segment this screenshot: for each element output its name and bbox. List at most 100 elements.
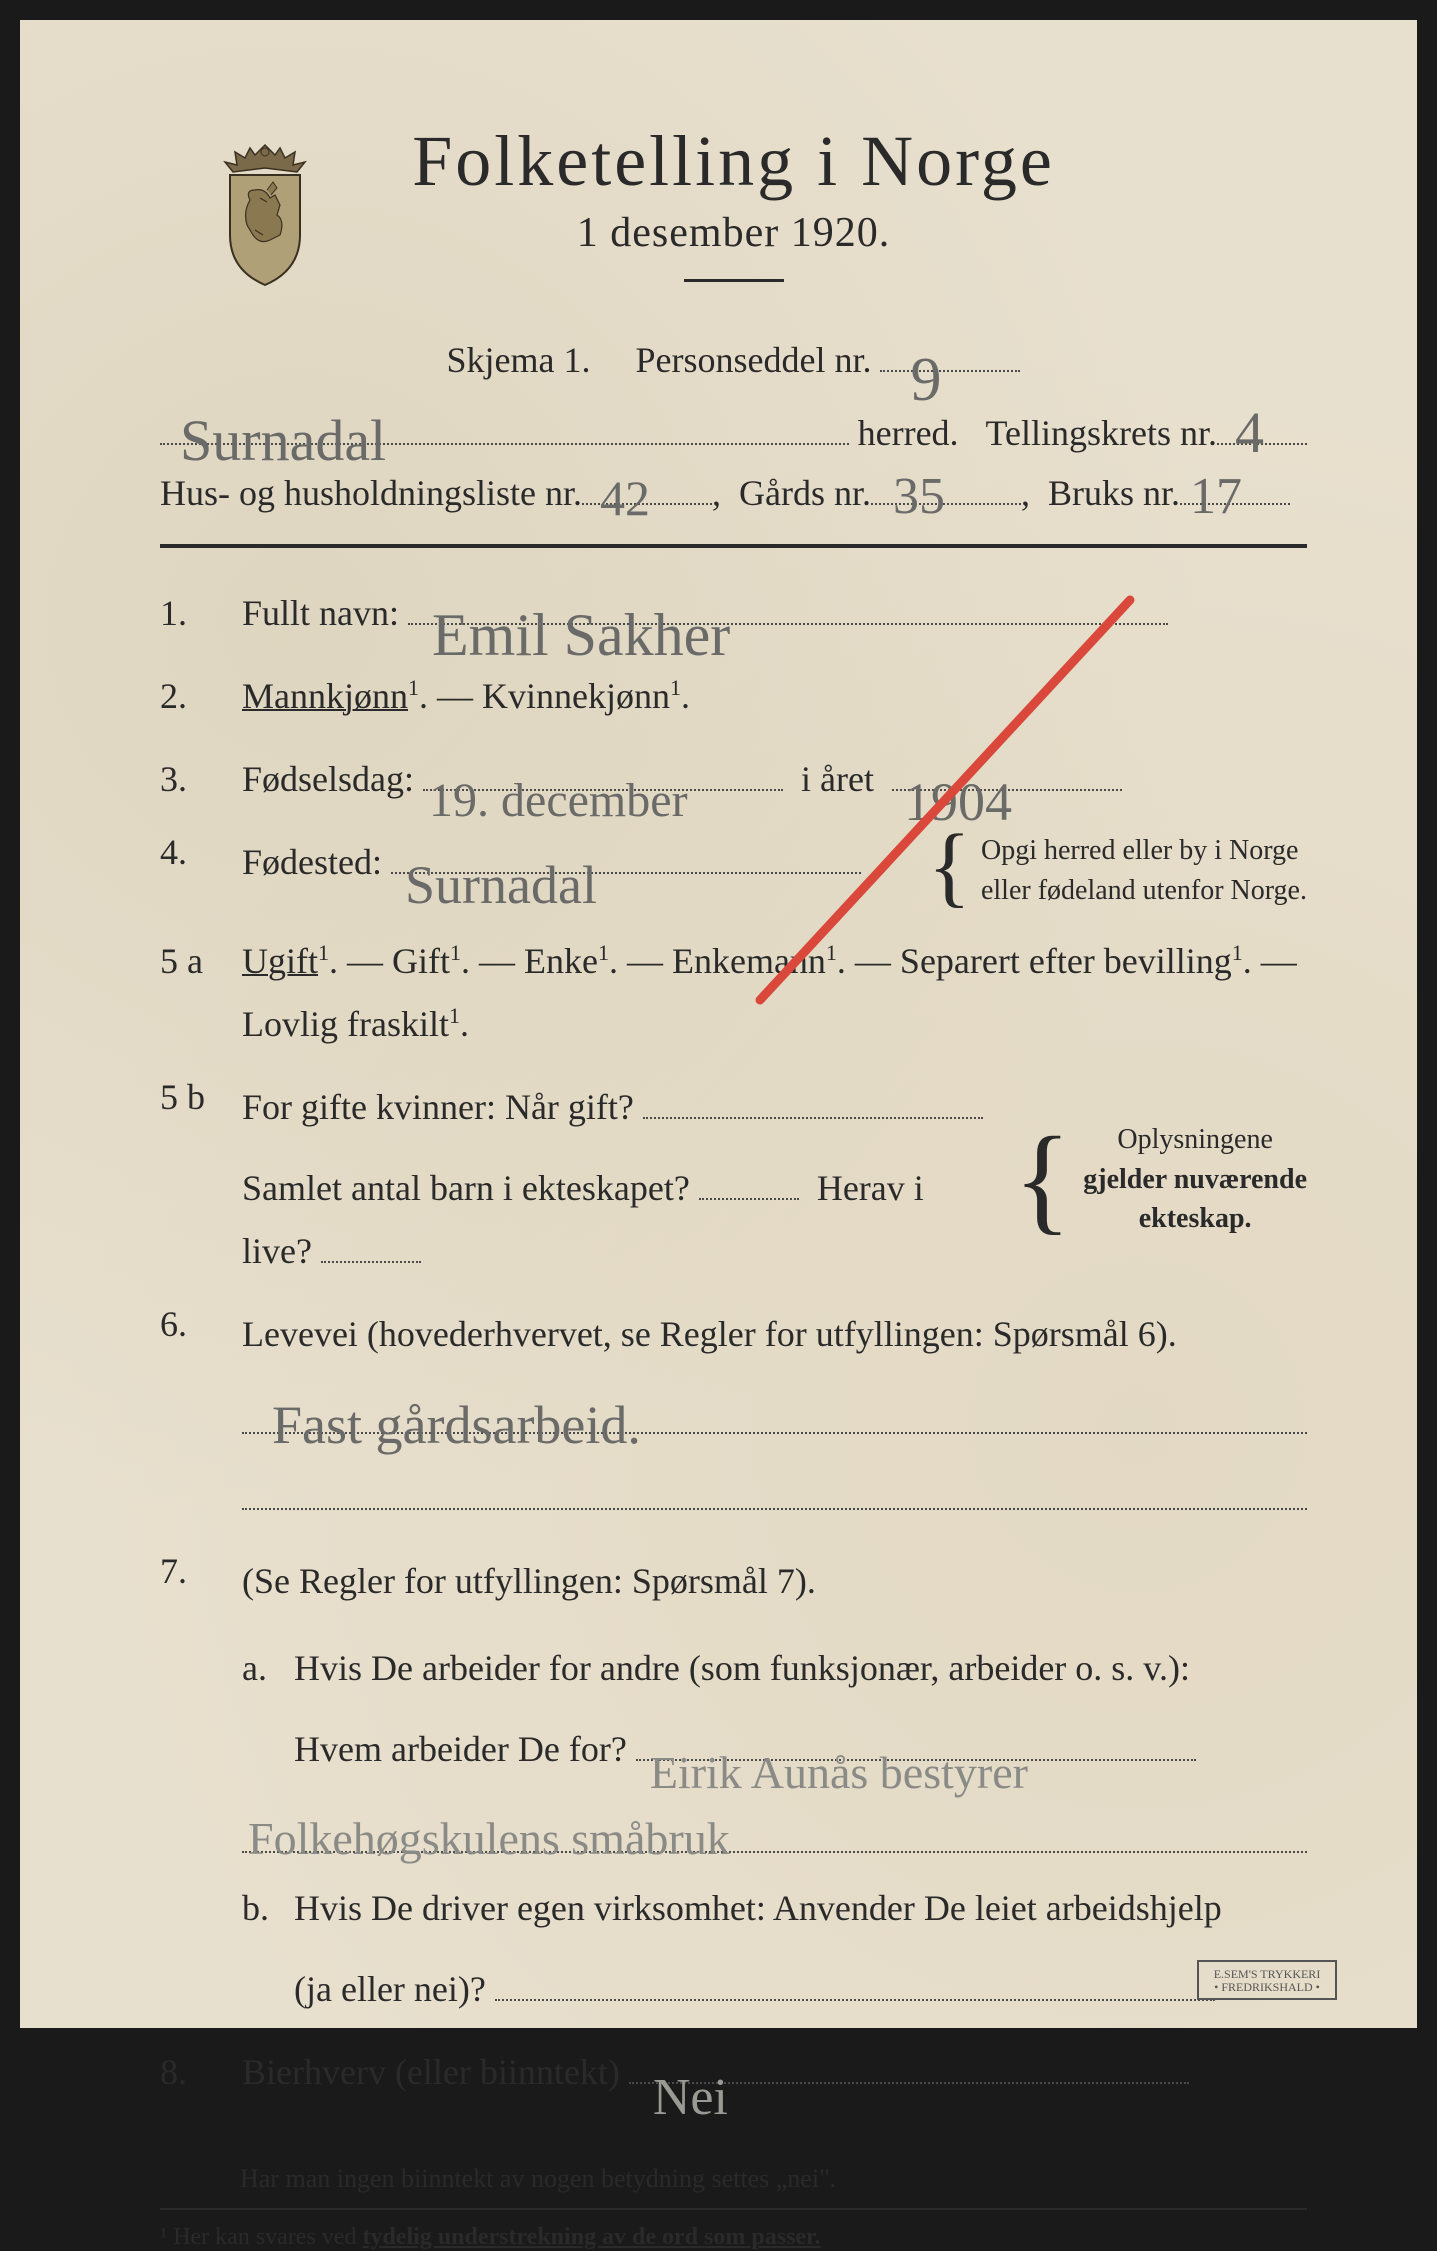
q7-lead: (Se Regler for utfyllingen: Spørsmål 7). [242,1550,1307,1613]
q5a-opt-0: Ugift [242,941,318,981]
q4-value: Surnadal [405,838,597,933]
bruks-label: Bruks nr. [1048,472,1180,514]
q5b-sidenote: Oplysningene gjelder nuværende ekteskap. [1083,1120,1307,1238]
q1-value: Emil Sakher [432,583,730,688]
q5b-side-a: Oplysningene [1083,1120,1307,1159]
q5b-barn-field [699,1198,799,1200]
q2: 2. Mannkjønn1. — Kvinnekjønn1. [160,665,1307,728]
q7a-field1: Eirik Aunås bestyrer [636,1759,1196,1761]
q8-label: Bierhverv (eller biinntekt) [242,2052,620,2092]
q4-side-b: eller fødeland utenfor Norge. [981,871,1307,910]
main-title: Folketelling i Norge [160,120,1307,203]
hus-line: Hus- og husholdningsliste nr. 42 , Gårds… [160,472,1307,514]
gards-value: 35 [893,467,945,526]
q7b-text1: Hvis De driver egen virksomhet: Anvender… [294,1877,1307,1940]
footnote-1: Har man ingen biinntekt av nogen betydni… [240,2164,1307,2194]
q5b-side-c: ekteskap. [1083,1199,1307,1238]
footnote-2-bold: tydelig understrekning av de ord som pas… [362,2224,820,2250]
hus-value: 42 [600,469,650,527]
personseddel-field: 9 [880,370,1020,372]
q5b: 5 b For gifte kvinner: Når gift? Samlet … [160,1076,1307,1283]
q3-num: 3. [160,758,224,800]
subtitle: 1 desember 1920. [160,209,1307,257]
gards-label: Gårds nr. [739,472,871,514]
q3-year-field: 1904 [892,789,1122,791]
comma1: , [712,472,739,514]
q8-value: Nei [653,2052,728,2143]
tellingskrets-label: Tellingskrets nr. [986,412,1217,454]
q5b-live-field [321,1261,421,1263]
q7a-label: a. [242,1637,278,1781]
tellingskrets-field: 4 [1217,443,1307,445]
q7: 7. (Se Regler for utfyllingen: Spørsmål … [160,1550,1307,2021]
q6-value: Fast gårdsarbeid. [272,1378,641,1473]
herred-value: Surnadal [180,407,386,474]
q5b-brace: { [1014,1131,1072,1227]
stamp-line-b: • FREDRIKSHALD • [1199,1981,1335,1994]
document-page: Folketelling i Norge 1 desember 1920. Sk… [20,20,1417,2028]
q4-side-a: Opgi herred eller by i Norge [981,831,1307,870]
comma2: , [1021,472,1048,514]
q4: 4. Fødested: Surnadal { Opgi herred elle… [160,831,1307,909]
skjema-label: Skjema 1. [447,340,591,380]
q7a-text2: Hvem arbeider De for? [294,1729,627,1769]
q6-num: 6. [160,1303,224,1345]
q2-optA: Mannkjønn [242,676,408,716]
q7a-text1: Hvis De arbeider for andre (som funksjon… [294,1637,1307,1700]
bruks-field: 17 [1180,503,1290,505]
q5b-gift-field [643,1117,983,1119]
q5a-opt-1: Gift [392,941,450,981]
tellingskrets-value: 4 [1235,399,1264,466]
coat-of-arms-icon [205,140,325,290]
q5a-opt-4: Separert efter bevilling [900,941,1232,981]
q5b-num: 5 b [160,1076,224,1118]
q1-num: 1. [160,592,224,634]
personseddel-value: 9 [910,322,941,440]
q8-field: Nei [629,2082,1189,2084]
q8: 8. Bierhverv (eller biinntekt) Nei [160,2041,1307,2104]
q7b-label: b. [242,1877,278,2021]
footnote-2-pre: ¹ Her kan svares ved [160,2224,362,2250]
q6-field1: Fast gårdsarbeid. [242,1384,1307,1434]
q4-field: Surnadal [391,872,861,874]
q6: 6. Levevei (hovederhvervet, se Regler fo… [160,1303,1307,1510]
q4-num: 4. [160,831,224,873]
q5a: 5 a Ugift1. — Gift1. — Enke1. — Enkemann… [160,930,1307,1056]
herred-label: herred. [858,412,959,454]
q3-mid: i året [801,759,874,799]
hus-field: 42 [582,503,712,505]
title-divider [684,279,784,282]
q3-day-value: 19. december [429,759,688,843]
q7b-field [495,1999,1215,2001]
q6-label: Levevei (hovederhvervet, se Regler for u… [242,1303,1307,1366]
q5b-line2a: Samlet antal barn i ekteskapet? [242,1168,690,1208]
q5b-lead: For gifte kvinner: Når gift? [242,1087,634,1127]
q6-field2 [242,1460,1307,1510]
q1-field: Emil Sakher [408,623,1168,625]
q3-day-field: 19. december [423,789,783,791]
q3-year-value: 1904 [904,755,1012,850]
title-block: Folketelling i Norge 1 desember 1920. [160,120,1307,282]
q3-label: Fødselsdag: [242,759,414,799]
q5a-opt-3: Enkemann [672,941,826,981]
q5a-num: 5 a [160,940,224,982]
q1-label: Fullt navn: [242,593,399,633]
q4-label: Fødested: [242,842,382,882]
q5a-opt-5: Lovlig fraskilt [242,1004,449,1044]
rule-1 [160,544,1307,548]
hus-label: Hus- og husholdningsliste nr. [160,472,582,514]
q7b-text2: (ja eller nei)? [294,1969,486,2009]
q7-num: 7. [160,1550,224,1592]
q1: 1. Fullt navn: Emil Sakher [160,582,1307,645]
q8-num: 8. [160,2051,224,2093]
q7a-value2: Folkehøgskulens småbruk [248,1799,730,1880]
gards-field: 35 [871,503,1021,505]
printer-stamp: E.SEM'S TRYKKERI • FREDRIKSHALD • [1197,1960,1337,2000]
q2-sup1: 1 [408,675,419,700]
skjema-line: Skjema 1. Personseddel nr. 9 [160,326,1307,394]
q2-num: 2. [160,675,224,717]
herred-field: Surnadal [160,443,849,445]
footnote-rule [160,2208,1307,2210]
personseddel-label: Personseddel nr. [636,340,872,380]
q5a-opt-2: Enke [524,941,598,981]
